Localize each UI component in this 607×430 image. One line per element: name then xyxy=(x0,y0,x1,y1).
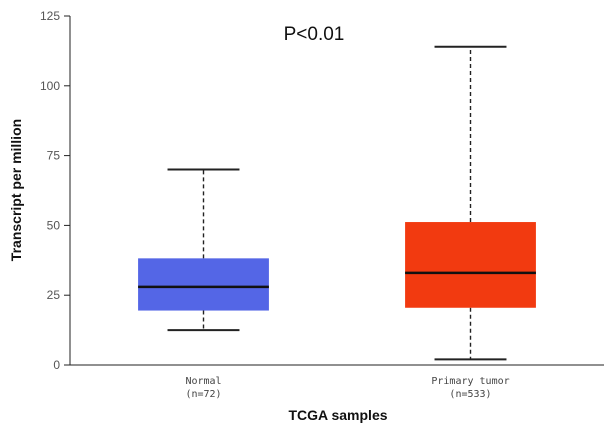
y-axis-title: Transcript per million xyxy=(8,119,24,261)
box-group xyxy=(138,168,269,332)
x-axis: Normal (n=72) Primary tumor (n=533) xyxy=(70,364,604,400)
y-tick-label: 25 xyxy=(47,288,61,302)
iqr-box xyxy=(405,222,536,308)
boxes xyxy=(138,45,536,361)
y-tick-label: 0 xyxy=(53,358,60,372)
y-tick-label: 50 xyxy=(47,218,61,232)
x-category-count: (n=72) xyxy=(185,389,221,400)
y-tick-label: 125 xyxy=(40,9,60,23)
y-axis: 0 25 50 75 100 125 xyxy=(40,9,71,372)
y-tick-label: 75 xyxy=(47,149,61,163)
x-category-count: (n=533) xyxy=(449,389,491,400)
iqr-box xyxy=(138,258,269,311)
box-group xyxy=(405,45,536,361)
p-value-annotation: P<0.01 xyxy=(284,24,345,45)
y-tick-label: 100 xyxy=(40,79,60,93)
x-category-label: Primary tumor xyxy=(431,376,509,387)
x-category-label: Normal xyxy=(185,376,221,387)
x-axis-title: TCGA samples xyxy=(288,407,387,423)
